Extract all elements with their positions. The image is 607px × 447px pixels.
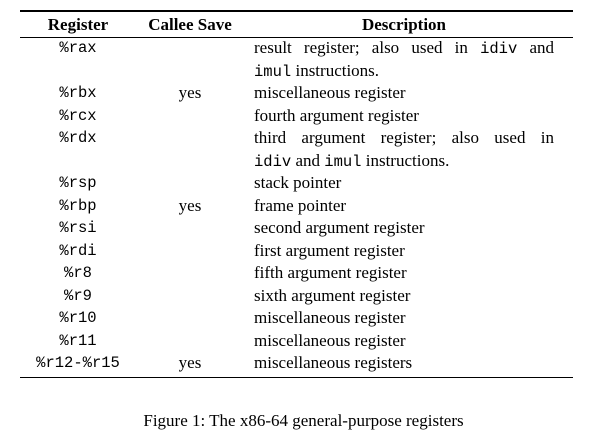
description-line: result register; also used in idiv and xyxy=(254,37,554,60)
instruction-code: imul xyxy=(254,62,292,81)
description-text: second argument register xyxy=(254,218,425,237)
register-description: third argument register; also used in idi… xyxy=(254,127,554,172)
description-line: fourth argument register xyxy=(254,105,554,128)
register-name: %rbx xyxy=(59,84,97,102)
register-name: %r9 xyxy=(64,286,92,305)
register-name: %rdi xyxy=(59,241,97,260)
register-description: second argument register xyxy=(254,217,554,240)
description-line: stack pointer xyxy=(254,172,554,195)
description-text: and xyxy=(517,38,554,57)
description-line: miscellaneous register xyxy=(254,82,554,105)
description-line: idiv and imul instructions. xyxy=(254,150,554,173)
register-description: sixth argument register xyxy=(254,285,554,308)
register-description: miscellaneous register xyxy=(254,307,554,330)
register-description: result register; also used in idiv and im… xyxy=(254,37,554,82)
register-name: %rcx xyxy=(59,106,97,125)
description-text: miscellaneous register xyxy=(254,308,406,327)
description-line: sixth argument register xyxy=(254,285,554,308)
header-description: Description xyxy=(361,15,447,34)
register-name: %rsp xyxy=(59,174,97,192)
description-text: miscellaneous register xyxy=(254,330,406,350)
register-description: miscellaneous register xyxy=(254,330,554,353)
description-text: first argument register xyxy=(254,240,405,260)
description-text: third argument register; also used in xyxy=(254,128,554,147)
description-text: and xyxy=(291,150,325,170)
description-text: miscellaneous registers xyxy=(254,353,413,372)
description-line: imul instructions. xyxy=(254,60,554,83)
register-name: %rbp xyxy=(59,196,97,215)
description-line: fifth argument register xyxy=(254,262,554,285)
register-name: %rsi xyxy=(59,219,97,237)
description-line: miscellaneous register xyxy=(254,307,554,330)
register-description: fifth argument register xyxy=(254,262,554,285)
description-line: first argument register xyxy=(254,240,554,263)
table-bottom-rule xyxy=(20,377,573,378)
callee-save-value: yes xyxy=(178,83,202,102)
description-text: miscellaneous register xyxy=(254,83,406,102)
instruction-code: idiv xyxy=(480,40,518,58)
header-register: Register xyxy=(47,15,109,34)
description-line: miscellaneous registers xyxy=(254,352,554,375)
description-text: instructions. xyxy=(361,150,450,170)
register-name: %r8 xyxy=(64,264,92,282)
description-text: sixth argument register xyxy=(254,285,411,305)
description-text: instructions. xyxy=(291,60,380,80)
callee-save-value: yes xyxy=(178,195,202,215)
register-name: %r12-%r15 xyxy=(36,354,120,372)
callee-save-value: yes xyxy=(178,353,202,372)
header-rule xyxy=(20,37,573,38)
register-description: first argument register xyxy=(254,240,554,263)
register-name: %r11 xyxy=(59,331,97,350)
register-description: stack pointer xyxy=(254,172,554,195)
description-text: stack pointer xyxy=(254,173,342,192)
description-text: frame pointer xyxy=(254,195,347,215)
header-callee-save: Callee Save xyxy=(148,15,232,34)
description-text: fifth argument register xyxy=(254,263,407,282)
description-text: result register; also used in xyxy=(254,38,481,57)
register-description: miscellaneous register xyxy=(254,82,554,105)
register-name: %r10 xyxy=(59,309,97,327)
register-description: frame pointer xyxy=(254,195,554,218)
register-name: %rdx xyxy=(59,129,97,147)
instruction-code: imul xyxy=(324,152,362,171)
register-name: %rax xyxy=(59,39,97,57)
instruction-code: idiv xyxy=(254,152,292,171)
description-line: miscellaneous register xyxy=(254,330,554,353)
description-line: third argument register; also used in xyxy=(254,127,554,150)
description-line: frame pointer xyxy=(254,195,554,218)
register-description: miscellaneous registers xyxy=(254,352,554,375)
table-top-rule xyxy=(20,10,573,12)
figure-caption: Figure 1: The x86-64 general-purpose reg… xyxy=(143,411,464,430)
description-text: fourth argument register xyxy=(254,105,419,125)
register-description: fourth argument register xyxy=(254,105,554,128)
description-line: second argument register xyxy=(254,217,554,240)
